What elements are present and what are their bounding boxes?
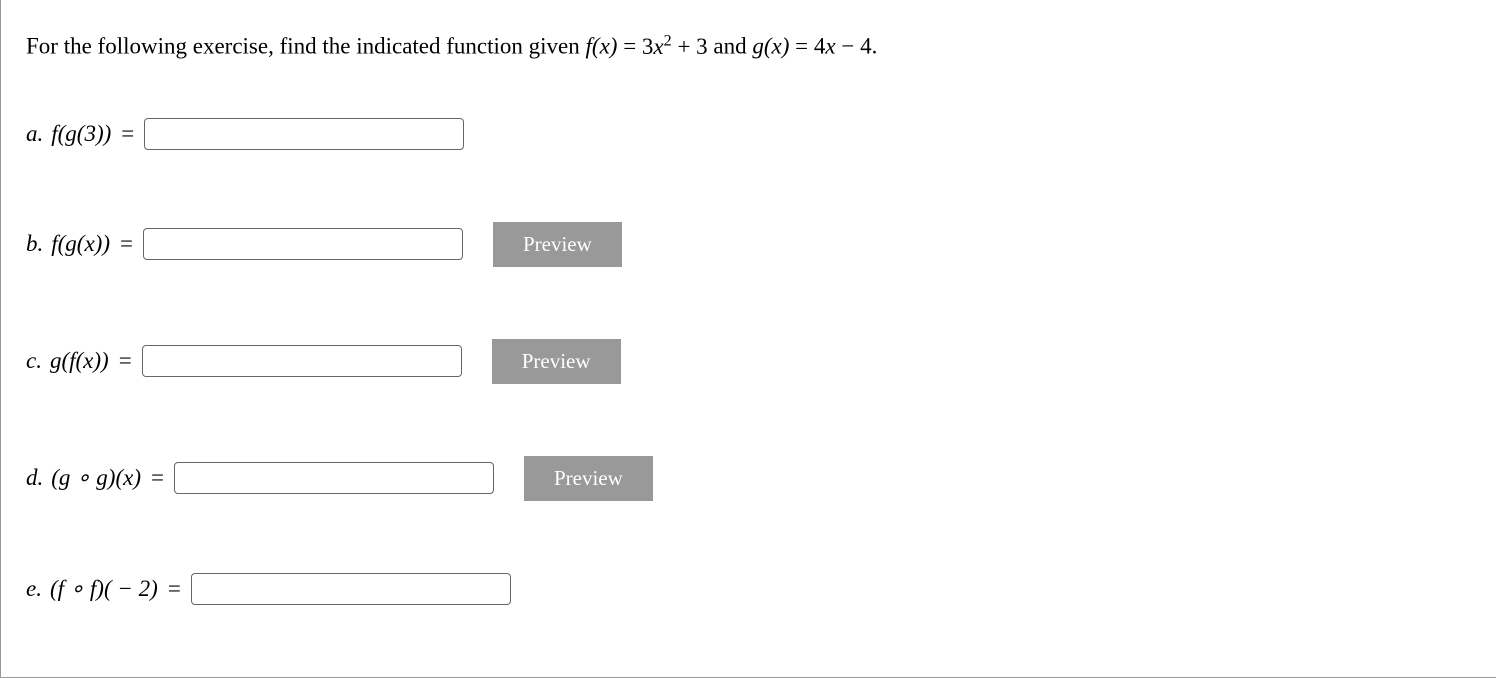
g-const: 4	[860, 34, 872, 59]
exercise-prompt: For the following exercise, find the ind…	[26, 30, 1471, 63]
g-var: x	[825, 34, 835, 59]
question-row-e: e. (f ∘ f)( − 2) =	[26, 573, 1471, 605]
preview-button-c[interactable]: Preview	[492, 339, 621, 384]
g-coef: 4	[814, 34, 826, 59]
preview-button-b[interactable]: Preview	[493, 222, 622, 267]
prompt-text-before: For the following exercise, find the ind…	[26, 34, 586, 59]
preview-button-d[interactable]: Preview	[524, 456, 653, 501]
part-letter-d: d.	[26, 465, 43, 491]
f-const: 3	[696, 34, 708, 59]
prompt-period: .	[872, 34, 878, 59]
part-expr-e: (f ∘ f)( − 2)	[50, 576, 158, 602]
f-var: x	[653, 34, 663, 59]
part-expr-d: (g ∘ g)(x)	[51, 465, 141, 491]
answer-input-c[interactable]	[142, 345, 462, 377]
question-row-d: d. (g ∘ g)(x) = Preview	[26, 456, 1471, 501]
part-letter-a: a.	[26, 121, 43, 147]
f-coef: 3	[642, 34, 654, 59]
answer-input-d[interactable]	[174, 462, 494, 494]
f-exp: 2	[664, 32, 672, 49]
answer-input-b[interactable]	[143, 228, 463, 260]
equals-sign: =	[623, 34, 642, 59]
question-row-b: b. f(g(x)) = Preview	[26, 222, 1471, 267]
part-eq-a: =	[121, 121, 134, 147]
part-eq-d: =	[151, 465, 164, 491]
answer-input-a[interactable]	[144, 118, 464, 150]
question-row-a: a. f(g(3)) =	[26, 118, 1471, 150]
g-lhs: g(x)	[752, 34, 789, 59]
part-letter-c: c.	[26, 348, 42, 374]
question-row-c: c. g(f(x)) = Preview	[26, 339, 1471, 384]
part-expr-c: g(f(x))	[50, 348, 109, 374]
part-expr-a: f(g(3))	[51, 121, 111, 147]
part-expr-b: f(g(x))	[51, 231, 110, 257]
part-letter-e: e.	[26, 576, 42, 602]
answer-input-e[interactable]	[191, 573, 511, 605]
g-minus: −	[836, 34, 860, 59]
part-eq-e: =	[168, 576, 181, 602]
f-plus: +	[672, 34, 696, 59]
f-lhs: f(x)	[586, 34, 618, 59]
f-rhs: 3x2 + 3	[642, 34, 708, 59]
g-rhs: 4x − 4	[814, 34, 872, 59]
part-letter-b: b.	[26, 231, 43, 257]
equals-sign-2: =	[795, 34, 814, 59]
part-eq-c: =	[119, 348, 132, 374]
prompt-and: and	[713, 34, 752, 59]
part-eq-b: =	[120, 231, 133, 257]
